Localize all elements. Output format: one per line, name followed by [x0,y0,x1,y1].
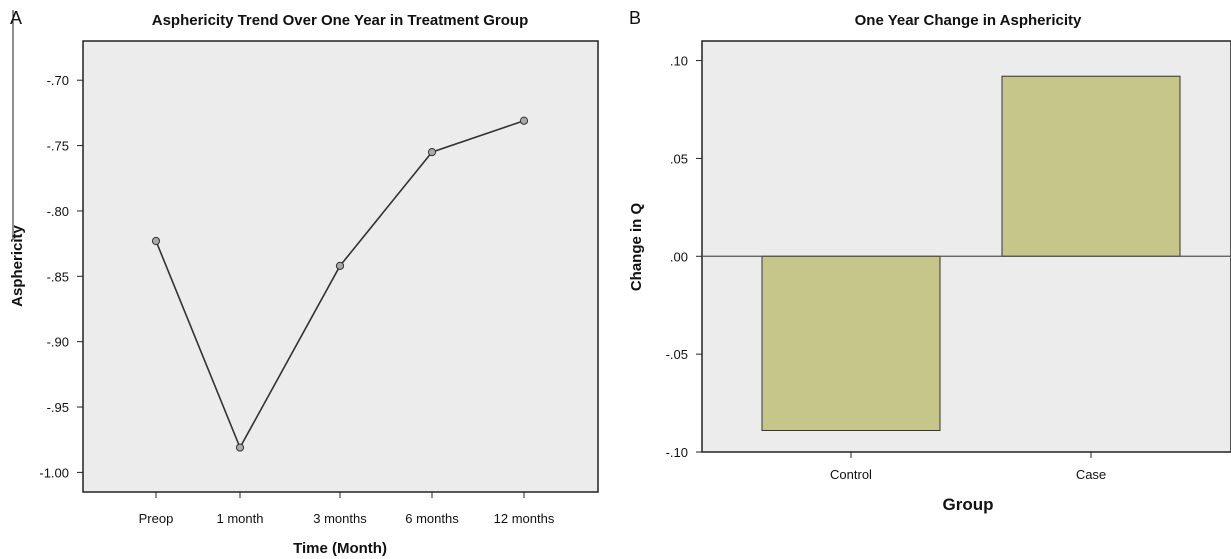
x-tick-label: Preop [139,511,174,526]
panel-b-title: One Year Change in Asphericity [855,12,1082,29]
x-tick-label: 6 months [405,511,459,526]
panel-a-x-ticks: Preop 1 month 3 months 6 months 12 months [139,492,555,526]
x-tick-label: 3 months [313,511,367,526]
panel-b-bar-chart: B One Year Change in Asphericity Group C… [628,8,1231,514]
y-tick-label: -.80 [47,204,69,219]
y-tick-label: .05 [670,151,688,166]
x-tick-label: Control [830,467,872,482]
y-tick-label: .00 [670,249,688,264]
y-tick-label: -.85 [47,269,69,284]
panel-b-y-ticks: .10 .05 .00 -.05 -.10 [666,54,702,460]
panel-a-letter: A [10,8,22,28]
panel-b-letter: B [629,8,641,28]
y-tick-label: -.05 [666,347,688,362]
panel-a-y-ticks: -.70 -.75 -.80 -.85 -.90 -.95 -1.00 [39,73,83,480]
panel-a-x-axis-label: Time (Month) [293,540,387,557]
x-tick-label: 12 months [494,511,555,526]
bar [1001,75,1181,257]
y-tick-label: -.70 [47,73,69,88]
panel-b-bars [702,75,1231,431]
panel-b-y-axis-label: Change in Q [628,203,645,292]
x-tick-label: Case [1076,467,1106,482]
x-tick-label: 1 month [217,511,264,526]
panel-b-x-axis-label: Group [943,495,994,514]
data-point [427,148,437,157]
y-tick-label: -.95 [47,400,69,415]
panel-a-title: Asphericity Trend Over One Year in Treat… [152,12,529,29]
y-tick-label: -.90 [47,335,69,350]
y-tick-label: -.10 [666,445,688,460]
panel-a-series [151,116,529,452]
data-point [519,116,529,125]
panel-b-x-ticks: Control Case [830,452,1106,482]
data-point [335,261,345,270]
y-tick-label: -1.00 [39,465,69,480]
data-point [151,236,161,246]
panel-a-line-chart: A Asphericity Trend Over One Year in Tre… [9,8,599,557]
data-point [235,443,245,452]
y-tick-label: .10 [670,54,688,69]
bar [761,255,941,431]
panel-a-y-axis-label: Asphericity [9,224,26,306]
y-tick-label: -.75 [47,139,69,154]
